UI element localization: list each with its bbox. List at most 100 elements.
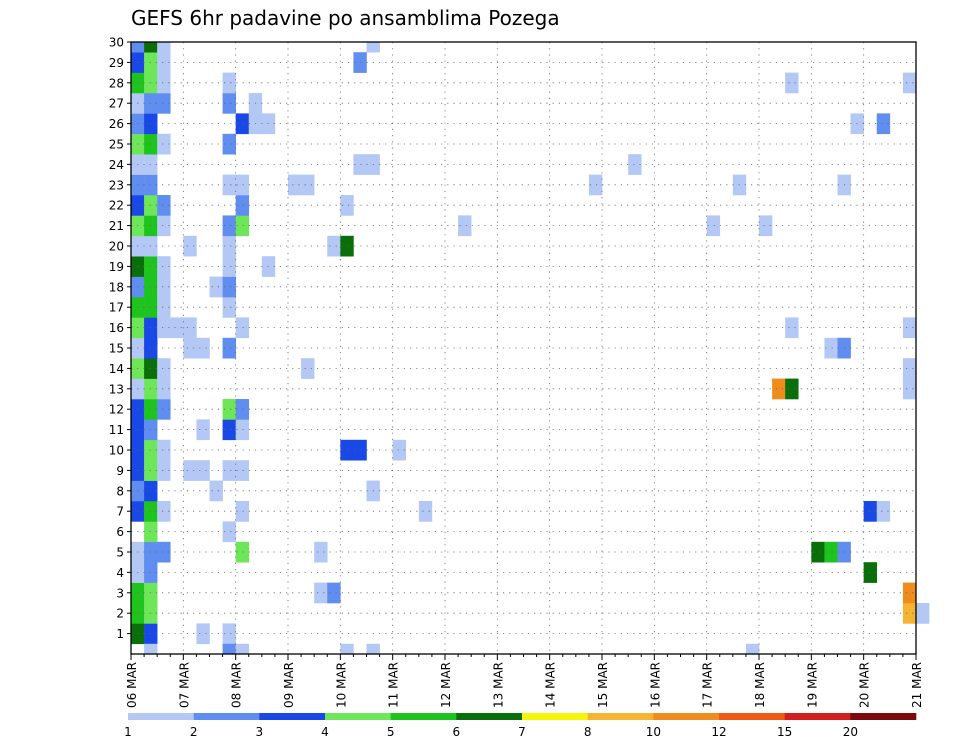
heatmap-cell	[327, 582, 341, 604]
heatmap-cell	[222, 256, 236, 277]
x-tick-label: 19 MAR	[805, 662, 819, 708]
heatmap-cell	[902, 72, 917, 94]
heatmap-cell	[314, 541, 328, 563]
heatmap-cell	[157, 52, 171, 73]
y-tick-label: 26	[109, 117, 124, 131]
heatmap-cell	[144, 643, 158, 655]
heatmap-cell	[235, 643, 250, 655]
heatmap-cell	[157, 256, 171, 277]
heatmap-cell	[222, 276, 236, 298]
heatmap-cell	[131, 42, 145, 53]
heatmap-cell	[157, 501, 171, 522]
heatmap-cell	[902, 317, 917, 339]
heatmap-cell	[418, 501, 433, 522]
heatmap-cell	[353, 52, 367, 73]
y-tick-label: 20	[109, 240, 124, 254]
heatmap-cell	[458, 215, 472, 237]
heatmap-cell	[222, 419, 236, 441]
heatmap-cell	[183, 337, 197, 359]
x-tick-label: 17 MAR	[701, 662, 715, 708]
colorbar-swatch	[719, 713, 785, 720]
colorbar-label: 12	[711, 725, 726, 739]
heatmap-cell	[785, 378, 799, 400]
heatmap-cell	[392, 439, 407, 461]
heatmap-cell	[157, 399, 171, 420]
heatmap-cell	[222, 337, 236, 359]
heatmap-cell	[863, 562, 878, 583]
heatmap-cell	[628, 154, 642, 175]
heatmap-cell	[157, 133, 171, 155]
heatmap-cell	[288, 174, 302, 196]
heatmap-cell	[222, 623, 236, 645]
y-tick-label: 10	[109, 444, 124, 458]
y-tick-label: 29	[109, 56, 124, 70]
heatmap-cell	[157, 276, 171, 298]
x-tick-label: 18 MAR	[753, 662, 767, 708]
heatmap-cell	[235, 195, 250, 216]
y-tick-label: 8	[116, 484, 124, 498]
heatmap-cell	[222, 93, 236, 114]
heatmap-cell	[902, 378, 917, 400]
x-tick-label: 08 MAR	[230, 662, 244, 708]
colorbar-swatch	[456, 713, 523, 720]
colorbar-swatch	[193, 713, 260, 720]
colorbar-swatch	[653, 713, 720, 720]
colorbar-label: 15	[777, 725, 792, 739]
chart-title: GEFS 6hr padavine po ansamblima Pozega	[131, 6, 560, 30]
y-tick-label: 7	[116, 505, 124, 519]
heatmap-cell	[902, 603, 917, 624]
heatmap-cell	[222, 72, 236, 94]
y-tick-label: 2	[116, 607, 124, 621]
y-tick-label: 25	[109, 138, 124, 152]
heatmap-cell	[222, 133, 236, 155]
colorbar-swatch	[784, 713, 851, 720]
heatmap-cell	[366, 42, 380, 53]
y-tick-label: 5	[116, 546, 124, 560]
heatmap-cell	[759, 215, 773, 237]
heatmap-cell	[183, 460, 197, 481]
heatmap-cell	[353, 439, 367, 461]
heatmap-cell	[235, 113, 250, 135]
colorbar-label: 2	[190, 725, 198, 739]
colorbar-swatch	[522, 713, 588, 720]
heatmap-cell	[157, 460, 171, 481]
heatmap-cell	[222, 174, 236, 196]
x-tick-label: 10 MAR	[334, 662, 348, 708]
heatmap-cell	[327, 235, 341, 257]
heatmap-cell	[235, 317, 250, 339]
y-tick-label: 11	[109, 423, 124, 437]
y-tick-label: 27	[109, 97, 124, 111]
heatmap-cell	[222, 399, 236, 420]
heatmap-cell	[235, 399, 250, 420]
y-tick-label: 9	[116, 464, 124, 478]
heatmap-cell	[235, 215, 250, 237]
heatmap-cells	[131, 42, 930, 655]
heatmap-cell	[811, 541, 825, 563]
heatmap-cell	[314, 582, 328, 604]
x-tick-label: 15 MAR	[596, 662, 610, 708]
heatmap-cell	[772, 378, 786, 400]
x-tick-label: 12 MAR	[439, 662, 453, 708]
y-tick-label: 14	[109, 362, 124, 376]
y-tick-label: 15	[109, 342, 124, 356]
heatmap-cell	[222, 235, 236, 257]
heatmap-cell	[196, 623, 210, 645]
heatmap-cell	[340, 235, 354, 257]
heatmap-cell	[785, 72, 799, 94]
heatmap-cell	[222, 521, 236, 543]
heatmap-cell	[301, 174, 315, 196]
heatmap-cell	[366, 643, 380, 655]
colorbar-label: 7	[518, 725, 526, 739]
heatmap-cell	[902, 582, 917, 604]
heatmap-cell	[588, 174, 603, 196]
colorbar-label: 1	[124, 725, 132, 739]
colorbar-label: 3	[256, 725, 264, 739]
x-tick-label: 16 MAR	[648, 662, 662, 708]
heatmap-cell	[157, 297, 171, 318]
heatmap-cell	[157, 317, 171, 339]
heatmap-cell	[222, 297, 236, 318]
heatmap-cell	[157, 195, 171, 216]
heatmap-cell	[196, 460, 210, 481]
colorbar-label: 5	[387, 725, 395, 739]
